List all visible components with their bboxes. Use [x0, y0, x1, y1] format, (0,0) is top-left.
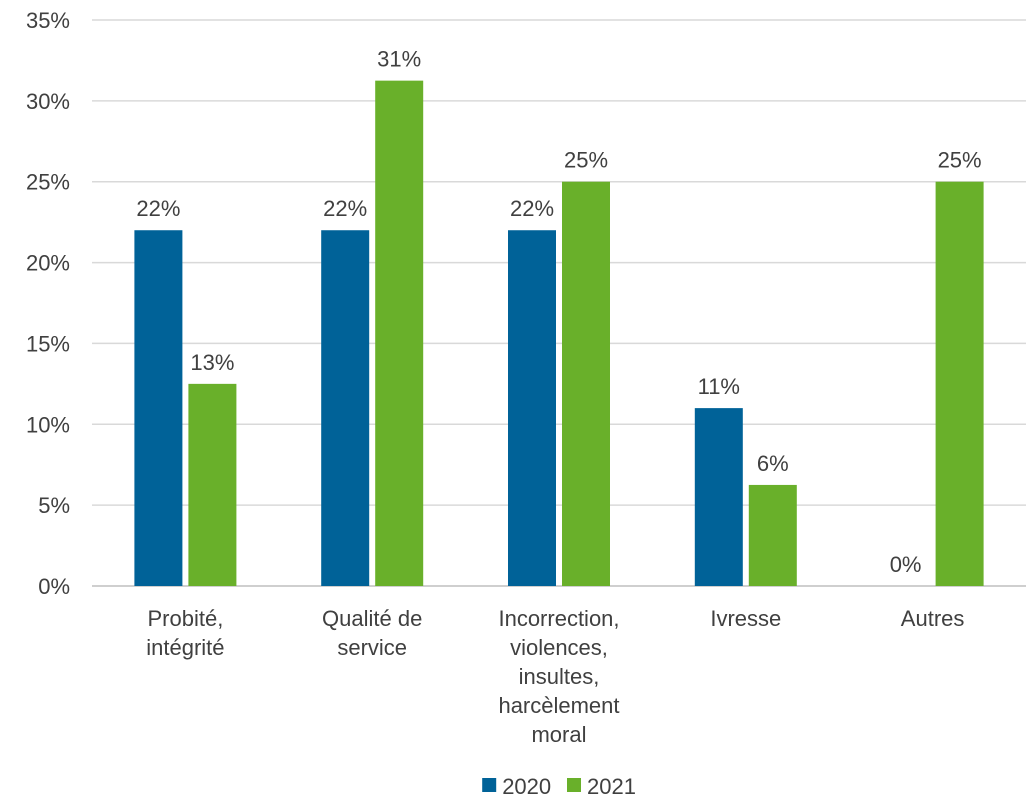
category-label: Incorrection, violences, insultes, harcèlem…: [498, 606, 619, 747]
data-label-2021-1: 31%: [377, 47, 421, 72]
y-tick-label: 15%: [26, 331, 70, 356]
data-label-2021-4: 25%: [938, 148, 982, 173]
bar-2021-0: [188, 383, 237, 586]
data-label-2021-2: 25%: [564, 148, 608, 173]
bar-2021-2: [562, 181, 610, 586]
y-axis-tick-labels: 0% 5% 10% 15% 20% 25% 30% 35%: [26, 8, 70, 599]
category-label: Autres: [901, 606, 965, 631]
data-label-2020-0: 22%: [136, 196, 180, 221]
category-label: Qualité de service: [322, 606, 422, 660]
data-label-2020-1: 22%: [323, 196, 367, 221]
y-tick-label: 0%: [38, 574, 70, 599]
y-tick-label: 10%: [26, 412, 70, 437]
bar-2020-1: [321, 230, 370, 586]
legend: 2020 2021: [482, 774, 636, 799]
category-label: Ivresse: [710, 606, 781, 631]
bar-2020-0: [134, 230, 183, 586]
bar-2021-4: [935, 181, 984, 586]
data-label-2020-3: 11%: [698, 374, 740, 399]
data-label-2021-3: 6%: [757, 451, 789, 476]
legend-swatch-2020: [482, 778, 497, 792]
gridlines: [92, 19, 1026, 587]
bar-2021-3: [748, 484, 797, 586]
legend-swatch-2021: [567, 778, 581, 792]
y-tick-label: 25%: [26, 170, 70, 195]
bar-2021-1: [375, 80, 424, 587]
data-label-2020-4: 0%: [890, 552, 922, 577]
legend-label-2021: 2021: [587, 774, 636, 799]
y-tick-label: 35%: [26, 8, 70, 33]
data-labels: 22% 22% 22% 11% 0% 13% 31% 25% 6% 25%: [136, 47, 981, 577]
legend-label-2020: 2020: [502, 774, 551, 799]
bar-2020-2: [508, 230, 556, 586]
category-labels: Probité, intégrité Qualité de service Incorr…: [146, 606, 964, 747]
bar-2020-3: [694, 408, 743, 586]
data-label-2020-2: 22%: [510, 196, 554, 221]
y-tick-label: 5%: [38, 493, 70, 518]
y-tick-label: 30%: [26, 89, 70, 114]
category-label: Probité, intégrité: [146, 606, 224, 660]
y-tick-label: 20%: [26, 251, 70, 276]
bars: [134, 80, 984, 587]
data-label-2021-0: 13%: [190, 350, 234, 375]
